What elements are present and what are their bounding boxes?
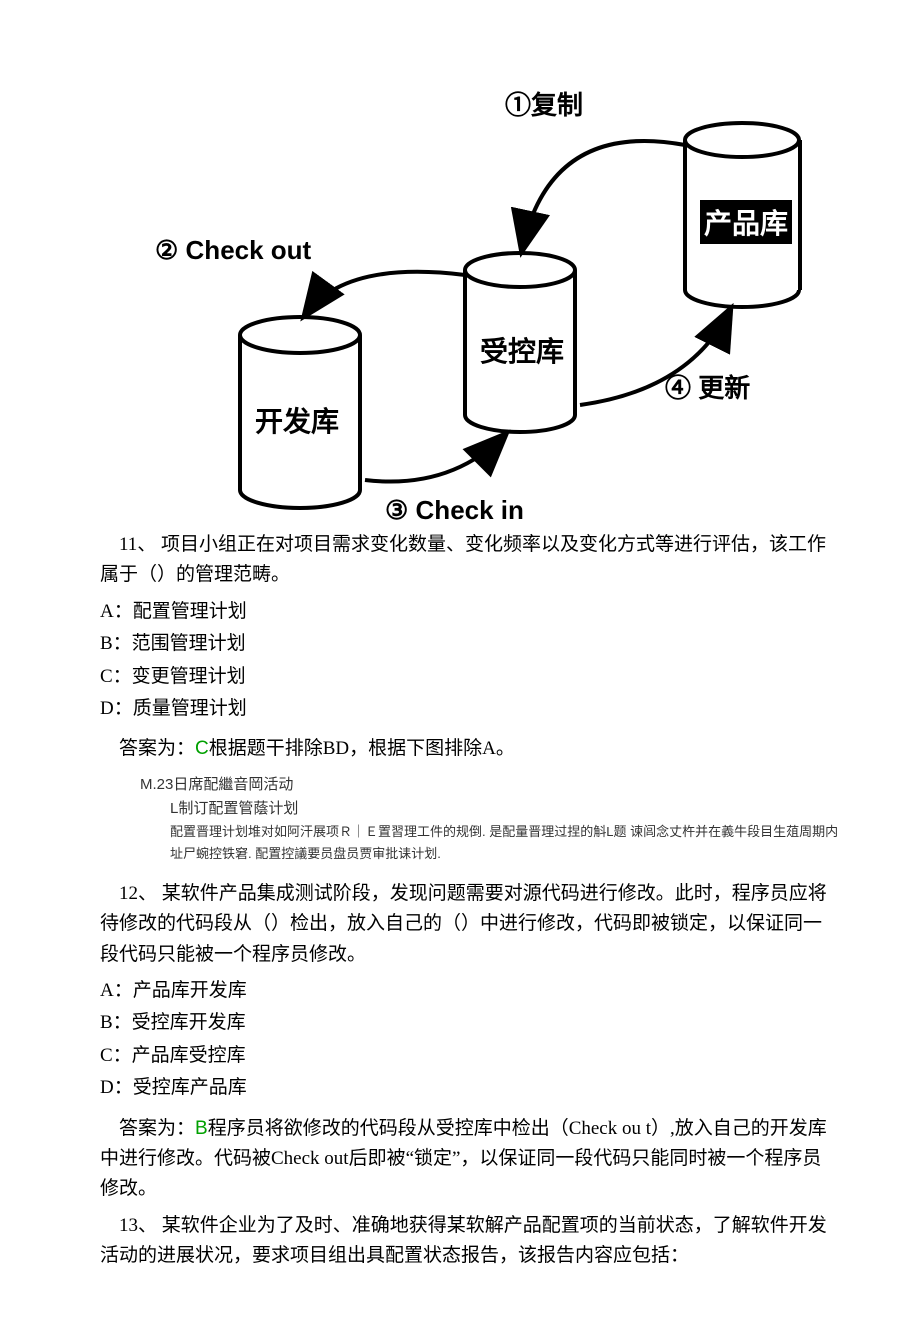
question-12-text: 12、 某软件产品集成测试阶段，发现问题需要对源代码进行修改。此时，程序员应将待… — [100, 879, 840, 970]
answer-prefix: 答案为： — [119, 738, 195, 759]
question-11-text: 11、 项目小组正在对项目需求变化数量、变化频率以及变化方式等进行评估，该工作属… — [100, 530, 840, 591]
edge-update-label: ④ 更新 — [665, 368, 750, 405]
answer-letter: B — [195, 1118, 208, 1139]
question-13-text: 13、 某软件企业为了及时、准确地获得某软解产品配置项的当前状态，了解软件开发活… — [100, 1211, 840, 1272]
q12-option-a: A：产品库开发库 — [100, 976, 840, 1006]
flowchart-svg — [110, 60, 830, 520]
sub-line1: M.23日席配繼音岡活动 — [140, 773, 840, 797]
edge-checkin-label: ③ Check in — [385, 495, 524, 526]
product-library-label: 产品库 — [700, 200, 792, 244]
q11-option-c: C：变更管理计划 — [100, 662, 840, 692]
sub-para: 配置晋理计划堆对如阿汗展项Ｒ｜Ｅ置習理工件的规倒. 是配量晋理过捏的斛L题 谏闾… — [170, 821, 840, 865]
edge-checkout — [305, 272, 465, 315]
q12-option-d: D：受控库产品库 — [100, 1073, 840, 1103]
config-library-flowchart: 开发库 受控库 产品库 ①复制 ② Check out ③ Check in ④… — [110, 60, 830, 520]
answer-rest: 程序员将欲修改的代码段从受控库中检出（Check ou t）,放入自己的开发库中… — [100, 1118, 827, 1200]
q11-option-a: A：配置管理计划 — [100, 597, 840, 627]
sub-line2: L制订配置管蔭计划 — [170, 797, 840, 821]
q12-option-c: C：产品库受控库 — [100, 1041, 840, 1071]
answer-prefix: 答案为： — [119, 1118, 195, 1139]
edge-copy-label: ①复制 — [505, 85, 583, 122]
dev-library-label: 开发库 — [255, 400, 339, 440]
config-activity-subblock: M.23日席配繼音岡活动 L制订配置管蔭计划 配置晋理计划堆对如阿汗展项Ｒ｜Ｅ置… — [140, 773, 840, 865]
edge-copy — [522, 141, 685, 250]
q11-option-d: D：质量管理计划 — [100, 694, 840, 724]
answer-letter: C — [195, 738, 209, 759]
answer-rest: 根据题干排除BD，根据下图排除A。 — [209, 738, 515, 759]
q12-answer: 答案为：B程序员将欲修改的代码段从受控库中检出（Check ou t）,放入自己… — [100, 1114, 840, 1205]
controlled-library-label: 受控库 — [480, 330, 564, 370]
q12-option-b: B：受控库开发库 — [100, 1008, 840, 1038]
q11-option-b: B：范围管理计划 — [100, 629, 840, 659]
edge-checkout-label: ② Check out — [155, 235, 311, 266]
edge-checkin — [365, 435, 505, 482]
q11-answer: 答案为：C根据题干排除BD，根据下图排除A。 — [100, 734, 840, 764]
